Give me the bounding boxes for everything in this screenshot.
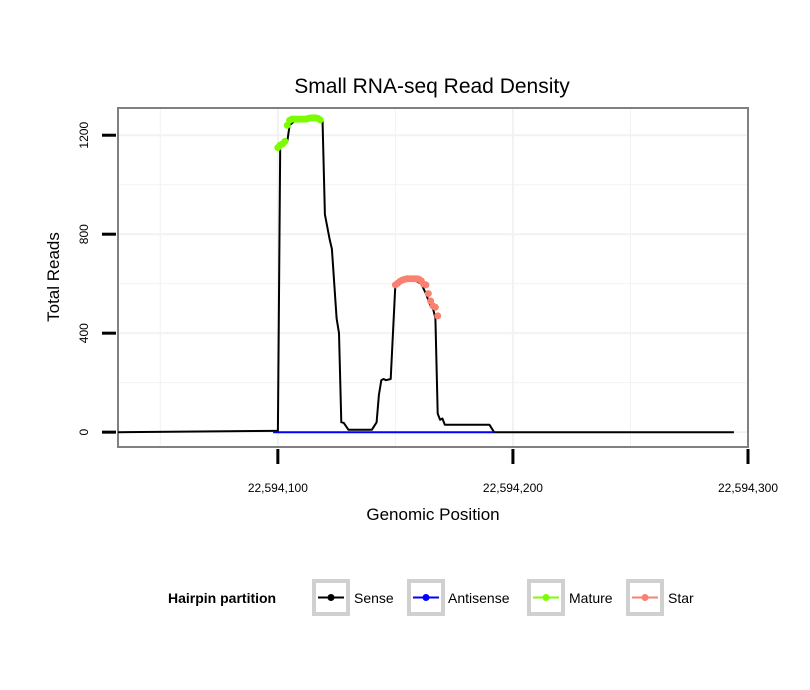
chart-title: Small RNA-seq Read Density	[294, 75, 570, 98]
y-axis-title: Total Reads	[44, 232, 63, 322]
series-mature-point	[316, 116, 324, 124]
y-tick-label: 800	[77, 224, 91, 244]
y-tick-label: 400	[77, 323, 91, 343]
legend: Hairpin partition Sense Antisense Mature St…	[168, 579, 694, 616]
legend-label-sense: Sense	[354, 590, 394, 606]
legend-key-point	[327, 594, 335, 601]
legend-label-star: Star	[668, 590, 694, 606]
y-tick-label: 1200	[77, 122, 91, 149]
y-tick-label: 0	[77, 428, 91, 435]
plot-panel	[117, 107, 749, 448]
series-star-point	[431, 303, 439, 311]
legend-key-point	[422, 594, 430, 601]
series-star-point	[434, 312, 442, 320]
series-star-point	[422, 281, 430, 289]
x-tick-label: 22,594,200	[483, 481, 543, 495]
legend-key-point	[641, 594, 649, 601]
x-tick-label: 22,594,100	[248, 481, 308, 495]
series-star-point	[424, 290, 432, 298]
x-tick-label: 22,594,300	[718, 481, 778, 495]
legend-label-antisense: Antisense	[448, 590, 510, 606]
legend-label-mature: Mature	[569, 590, 613, 606]
data-series	[117, 114, 734, 434]
legend-key-point	[542, 594, 550, 601]
x-axis: 22,594,100 22,594,200 22,594,300	[248, 449, 778, 495]
series-mature-point	[281, 137, 289, 145]
x-axis-title: Genomic Position	[366, 505, 499, 524]
legend-title: Hairpin partition	[168, 590, 276, 606]
y-axis: 0 400 800 1200	[77, 122, 116, 435]
